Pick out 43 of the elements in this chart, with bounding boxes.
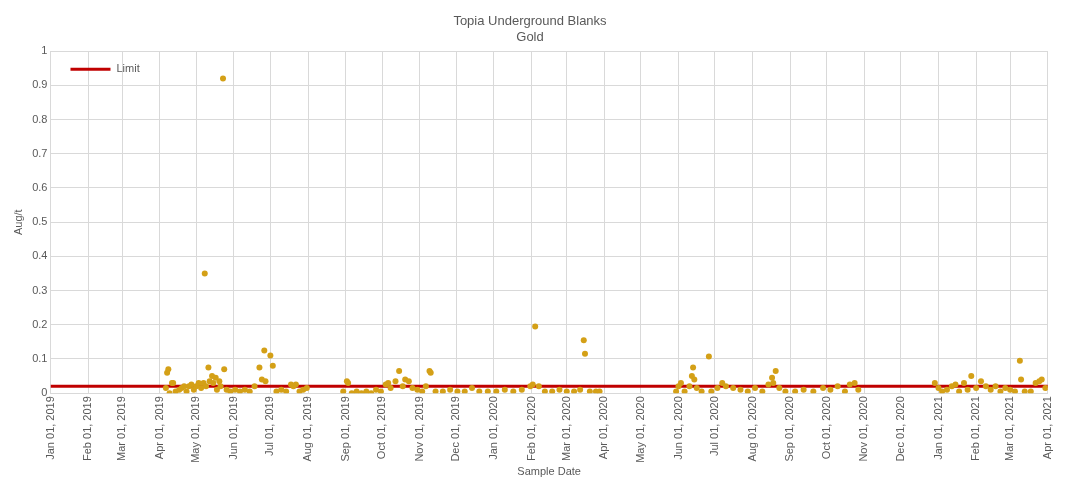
x-tick-label: Dec 01, 2019	[449, 396, 462, 462]
x-tick-label: Mar 01, 2020	[559, 396, 572, 461]
y-tick-label: 0.1	[32, 351, 48, 364]
x-tick-label: Apr 01, 2020	[597, 396, 610, 460]
y-tick-label: 0.8	[32, 112, 48, 125]
x-tick-label: Jul 01, 2020	[707, 396, 720, 457]
x-tick-label: Dec 01, 2020	[893, 396, 906, 462]
x-tick-label: Oct 01, 2019	[375, 396, 388, 460]
y-axis-title: Aug/t	[11, 209, 24, 236]
x-tick-label: Jul 01, 2019	[263, 396, 276, 457]
x-tick-label: May 01, 2020	[633, 396, 646, 463]
y-tick-label: 0.3	[32, 283, 48, 296]
x-axis-title: Sample Date	[517, 465, 581, 478]
legend-label: Limit	[116, 62, 140, 75]
x-tick-label: Jan 01, 2021	[931, 396, 944, 460]
chart-subtitle: Gold	[516, 28, 544, 44]
y-tick-label: 0.2	[32, 317, 48, 330]
y-tick-label: 0.6	[32, 181, 48, 194]
x-tick-label: Nov 01, 2020	[857, 396, 870, 462]
x-tick-label: Jun 01, 2020	[671, 396, 684, 460]
x-tick-label: Oct 01, 2020	[819, 396, 832, 460]
x-tick-label: Aug 01, 2020	[745, 396, 758, 462]
y-tick-label: 0.9	[32, 78, 48, 91]
x-tick-label: Mar 01, 2019	[115, 396, 128, 461]
chart-title: Topia Underground Blanks	[453, 13, 608, 29]
x-tick-label: Apr 01, 2021	[1040, 396, 1053, 460]
x-tick-label: Nov 01, 2019	[412, 396, 425, 462]
y-tick-label: 0.4	[32, 249, 48, 262]
x-tick-label: Feb 01, 2020	[524, 396, 537, 461]
y-tick-label: 0.5	[32, 215, 48, 228]
x-tick-label: Feb 01, 2019	[81, 396, 94, 461]
x-tick-label: Feb 01, 2021	[969, 396, 982, 461]
x-tick-label: Mar 01, 2021	[1003, 396, 1016, 461]
x-tick-label: Apr 01, 2019	[152, 396, 165, 460]
x-tick-label: Jan 01, 2020	[486, 396, 499, 460]
x-tick-label: May 01, 2019	[189, 396, 202, 463]
x-tick-label: Sep 01, 2020	[783, 396, 796, 462]
x-tick-label: Aug 01, 2019	[301, 396, 314, 462]
x-tick-label: Sep 01, 2019	[338, 396, 351, 462]
x-tick-label: Jan 01, 2019	[43, 396, 56, 460]
x-tick-label: Jun 01, 2019	[226, 396, 239, 460]
y-tick-label: 1	[41, 44, 48, 57]
y-tick-label: 0.7	[32, 146, 48, 159]
